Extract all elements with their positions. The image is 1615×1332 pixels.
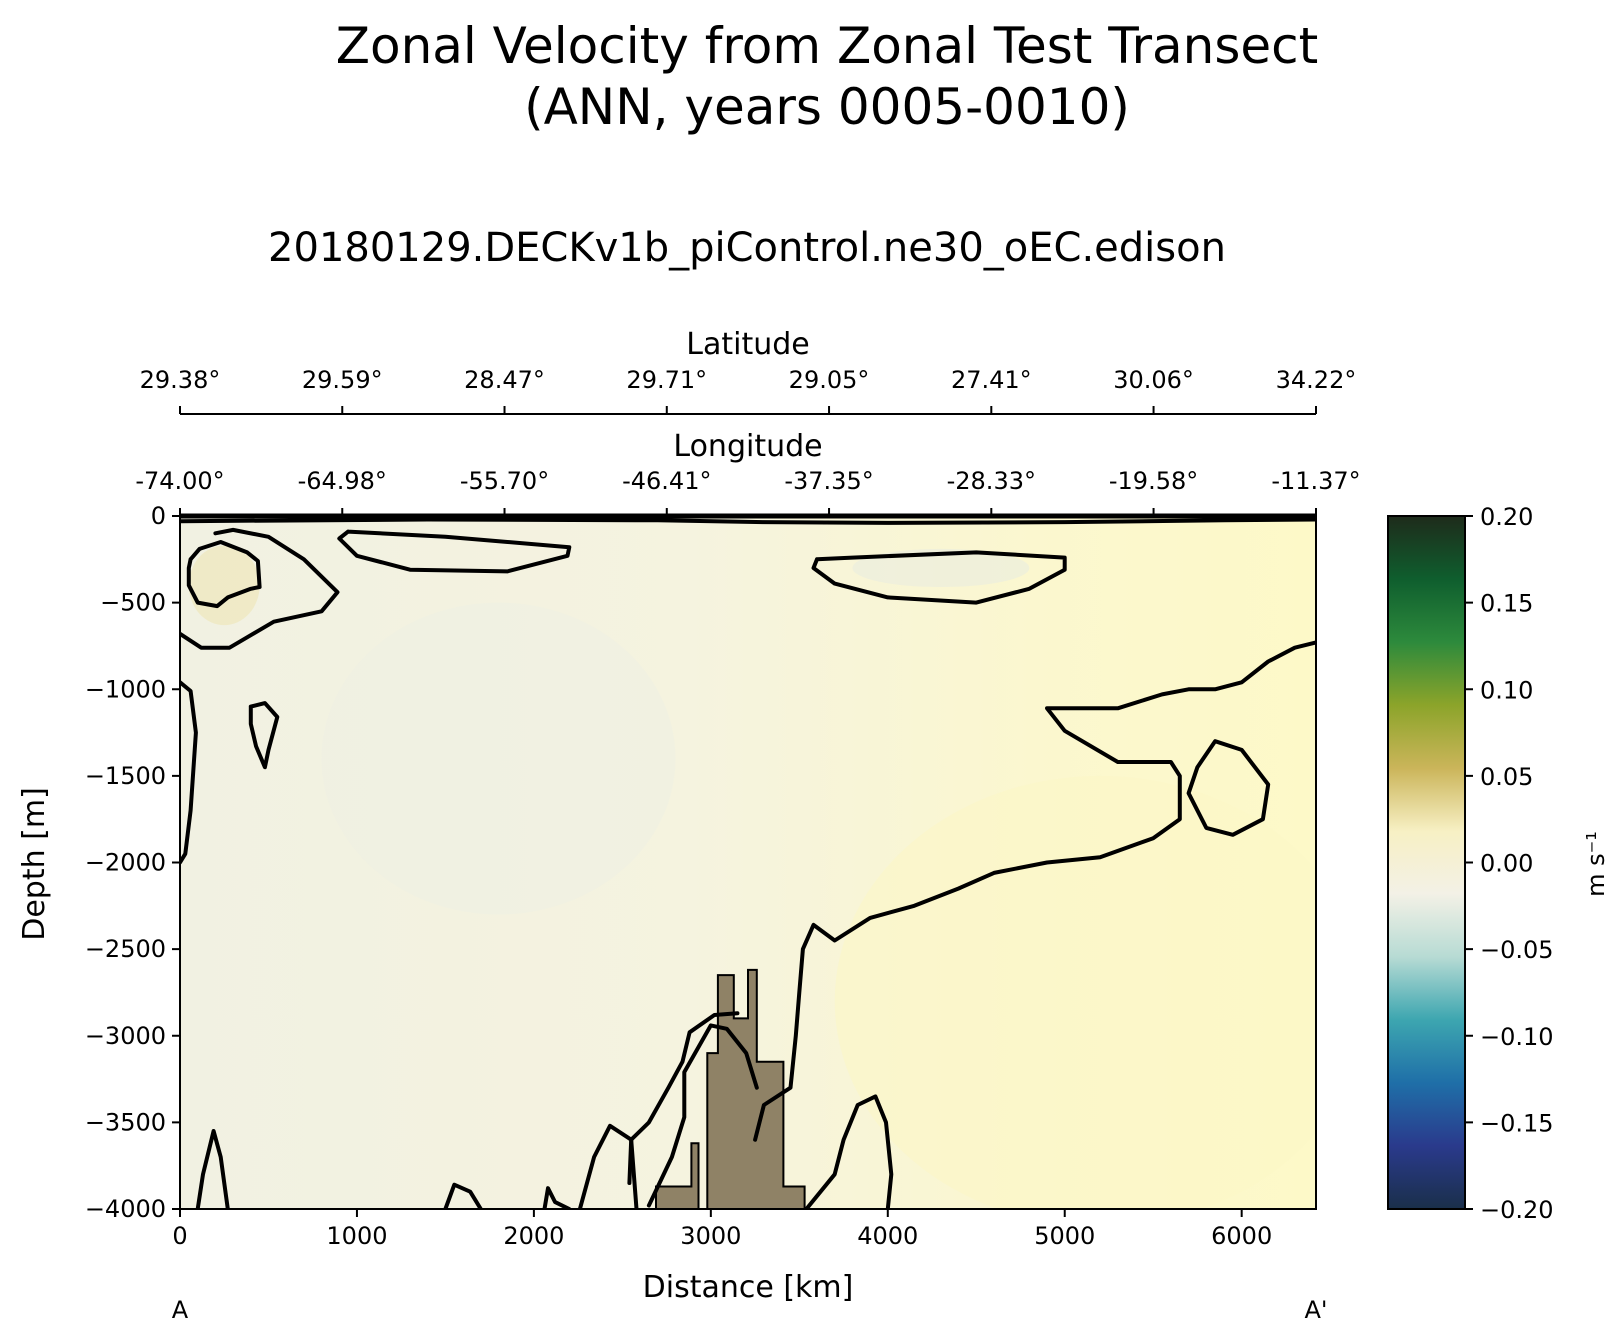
latitude-tick-label-6: 30.06° bbox=[1113, 366, 1194, 394]
zero-contour-2 bbox=[337, 529, 572, 574]
x-tick-label-3: 3000 bbox=[680, 1222, 741, 1250]
field-shading-3 bbox=[834, 775, 1316, 1209]
y-tick-label-0: 0 bbox=[151, 502, 166, 530]
longitude-axis: Longitude -74.00° -64.98° -55.70° -46.41° -3… bbox=[135, 429, 1361, 516]
latitude-tick-label-3: 29.71° bbox=[626, 366, 707, 394]
zero-contour-1 bbox=[186, 540, 262, 609]
x-tick-label-5: 5000 bbox=[1034, 1222, 1095, 1250]
zero-contour-7 bbox=[753, 640, 1316, 1142]
endpoint-end-label: A' bbox=[1304, 1296, 1327, 1324]
y-tick-label-3: −1500 bbox=[85, 762, 166, 790]
longitude-axis-label: Longitude bbox=[673, 429, 822, 464]
colorbar-tick-label-7: −0.15 bbox=[1480, 1109, 1554, 1137]
x-axis-label: Distance [km] bbox=[643, 1270, 854, 1305]
x-tick-label-6: 6000 bbox=[1211, 1222, 1272, 1250]
zero-contour-11 bbox=[804, 1094, 894, 1209]
longitude-tick-label-5: -28.33° bbox=[947, 467, 1036, 495]
latitude-tick-label-5: 27.41° bbox=[951, 366, 1032, 394]
latitude-axis: Latitude 29.38° 29.59° 28.47° 29.71° 29.05° 2… bbox=[140, 327, 1357, 415]
run-name: 20180129.DECKv1b_piControl.ne30_oEC.edis… bbox=[268, 225, 1226, 271]
x-tick-label-0: 0 bbox=[172, 1222, 187, 1250]
colorbar: 0.20 0.15 0.10 0.05 0.00 −0.05 −0.10 −0.15 −0.20… bbox=[1387, 503, 1610, 1224]
zero-contour-8 bbox=[1186, 739, 1271, 837]
field-shading-1 bbox=[321, 602, 676, 915]
y-axis-label: Depth [m] bbox=[17, 787, 52, 941]
colorbar-label: m s⁻¹ bbox=[1582, 831, 1610, 897]
field-shading-0 bbox=[188, 545, 260, 626]
y-tick-label-4: −2000 bbox=[85, 849, 166, 877]
y-tick-label-1: −500 bbox=[100, 589, 166, 617]
colorbar-tick-label-5: −0.05 bbox=[1480, 936, 1554, 964]
zero-contour-6 bbox=[180, 680, 198, 865]
zero-contour-9 bbox=[646, 1023, 759, 1208]
longitude-tick-label-7: -11.37° bbox=[1271, 467, 1360, 495]
zero-contour-14 bbox=[443, 1182, 483, 1209]
longitude-tick-label-4: -37.35° bbox=[784, 467, 873, 495]
colorbar-tick-label-2: 0.10 bbox=[1480, 676, 1533, 704]
plot-area bbox=[179, 513, 1317, 1210]
longitude-tick-label-3: -46.41° bbox=[622, 467, 711, 495]
colorbar-tick-label-6: −0.10 bbox=[1480, 1023, 1554, 1051]
zero-contour-15 bbox=[542, 1186, 572, 1209]
field-shading-2 bbox=[852, 548, 1030, 588]
latitude-tick-label-2: 28.47° bbox=[464, 366, 545, 394]
zero-contour-13 bbox=[577, 1123, 639, 1209]
zero-contour-10 bbox=[627, 1011, 740, 1185]
longitude-tick-label-6: -19.58° bbox=[1109, 467, 1198, 495]
latitude-tick-label-4: 29.05° bbox=[789, 366, 870, 394]
y-tick-label-6: −3000 bbox=[85, 1022, 166, 1050]
latitude-tick-label-1: 29.59° bbox=[302, 366, 383, 394]
y-tick-label-5: −2500 bbox=[85, 935, 166, 963]
y-axis: 0 −500 −1000 −1500 −2000 −2500 −3000 −3500 −4000 bbox=[85, 502, 180, 1223]
x-tick-label-1: 1000 bbox=[326, 1222, 387, 1250]
y-tick-label-8: −4000 bbox=[85, 1195, 166, 1223]
latitude-axis-label: Latitude bbox=[686, 327, 809, 362]
zero-contour-0 bbox=[180, 517, 1316, 525]
x-axis: 0 1000 2000 3000 4000 5000 6000 bbox=[172, 1209, 1272, 1250]
chart-subtitle: (ANN, years 0005-0010) bbox=[524, 78, 1130, 136]
colorbar-tick-label-8: −0.20 bbox=[1480, 1196, 1554, 1224]
colorbar-tick-label-0: 0.20 bbox=[1480, 503, 1533, 531]
zero-contour-4 bbox=[180, 527, 340, 650]
zero-contour-12 bbox=[195, 1129, 230, 1209]
endpoint-start-label: A bbox=[172, 1296, 189, 1324]
latitude-tick-label-0: 29.38° bbox=[140, 366, 221, 394]
chart-title: Zonal Velocity from Zonal Test Transect bbox=[336, 17, 1319, 75]
y-tick-label-2: −1000 bbox=[85, 675, 166, 703]
x-tick-label-4: 4000 bbox=[857, 1222, 918, 1250]
zero-contour-3 bbox=[811, 550, 1067, 605]
x-tick-label-2: 2000 bbox=[503, 1222, 564, 1250]
zero-contour-5 bbox=[248, 701, 280, 770]
colorbar-tick-label-4: 0.00 bbox=[1480, 850, 1533, 878]
longitude-tick-label-0: -74.00° bbox=[135, 467, 224, 495]
y-tick-label-7: −3500 bbox=[85, 1108, 166, 1136]
bathymetry bbox=[655, 968, 806, 1209]
colorbar-tick-label-3: 0.05 bbox=[1480, 763, 1533, 791]
longitude-tick-label-2: -55.70° bbox=[460, 467, 549, 495]
latitude-tick-label-7: 34.22° bbox=[1276, 366, 1357, 394]
colorbar-gradient bbox=[1387, 515, 1466, 1210]
colorbar-tick-label-1: 0.15 bbox=[1480, 590, 1533, 618]
longitude-tick-label-1: -64.98° bbox=[298, 467, 387, 495]
